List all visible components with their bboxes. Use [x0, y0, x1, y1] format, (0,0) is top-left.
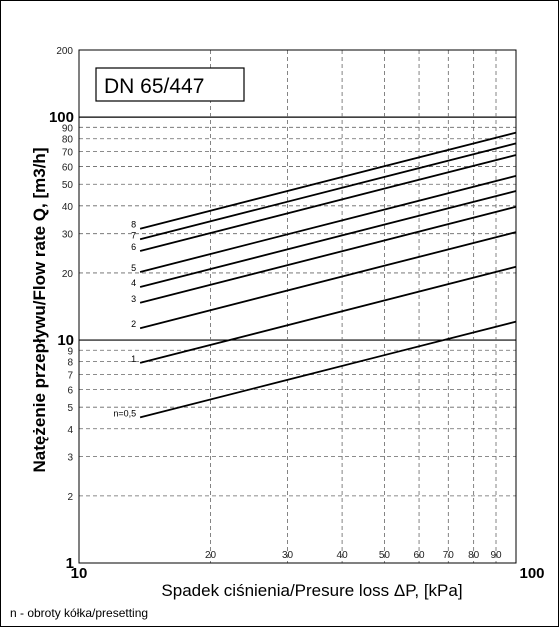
y-tick-label: 200 — [56, 46, 73, 57]
y-tick-label: 2 — [67, 492, 73, 503]
series-line — [139, 131, 517, 230]
series-label: 5 — [131, 263, 136, 273]
y-tick-label: 1 — [66, 555, 74, 572]
series-lines — [139, 131, 517, 419]
series-label: n=0,5 — [113, 408, 136, 418]
series-line — [139, 154, 517, 252]
series-label: 1 — [131, 354, 136, 364]
series-label: 6 — [131, 242, 136, 252]
x-tick-label: 10 — [71, 565, 88, 582]
y-axis-title: Natężenie przepływu/Flow rate Q, [m3/h] — [30, 148, 49, 473]
series-line — [139, 175, 517, 273]
x-tick-label: 50 — [379, 550, 391, 561]
series-line — [139, 265, 517, 364]
y-tick-label: 6 — [67, 386, 73, 397]
y-tick-label: 20 — [62, 269, 74, 280]
x-tick-label: 100 — [519, 565, 544, 582]
series-line — [139, 231, 517, 330]
x-tick-label: 80 — [468, 550, 480, 561]
y-tick-label: 60 — [62, 163, 74, 174]
y-tick-label: 70 — [62, 148, 74, 159]
y-tick-label: 4 — [67, 425, 73, 436]
chart-title-box — [95, 67, 245, 102]
series-label: 7 — [131, 230, 136, 240]
y-tick-label: 7 — [67, 371, 73, 382]
y-tick-label: 10 — [57, 332, 74, 349]
series-line — [139, 190, 517, 288]
x-axis-title: Spadek ciśnienia/Presure loss ΔP, [kPa] — [161, 581, 462, 600]
x-tick-label: 70 — [443, 550, 455, 561]
y-tick-label: 40 — [62, 202, 74, 213]
series-label: 4 — [131, 278, 136, 288]
x-tick-labels: 10 20 30 40 50 60 70 80 90 100 — [71, 550, 545, 582]
y-tick-label: 5 — [67, 403, 73, 414]
y-tick-label: 3 — [67, 453, 73, 464]
y-tick-label: 90 — [62, 123, 74, 134]
x-tick-label: 20 — [205, 550, 217, 561]
series-line — [139, 205, 517, 304]
chart-title: DN 65/447 — [104, 75, 204, 98]
series-label: 2 — [131, 319, 136, 329]
series-line — [139, 320, 517, 419]
x-tick-label: 60 — [413, 550, 425, 561]
y-tick-label: 30 — [62, 230, 74, 241]
x-tick-label: 90 — [490, 550, 502, 561]
y-tick-label: 50 — [62, 180, 74, 191]
series-labels: n=0,5 1 2 3 4 5 6 78 — [113, 220, 136, 419]
series-line — [139, 142, 517, 241]
y-tick-label: 9 — [67, 346, 73, 357]
series-label: 3 — [131, 294, 136, 304]
x-tick-label: 30 — [282, 550, 294, 561]
x-tick-label: 40 — [337, 550, 349, 561]
y-tick-label: 8 — [67, 358, 73, 369]
y-tick-label: 100 — [49, 109, 74, 126]
footnote: n - obroty kółka/presetting — [10, 606, 148, 620]
y-tick-label: 80 — [62, 135, 74, 146]
series-label: 8 — [131, 220, 136, 230]
plot-border — [78, 49, 517, 564]
grid-lines — [79, 50, 516, 563]
